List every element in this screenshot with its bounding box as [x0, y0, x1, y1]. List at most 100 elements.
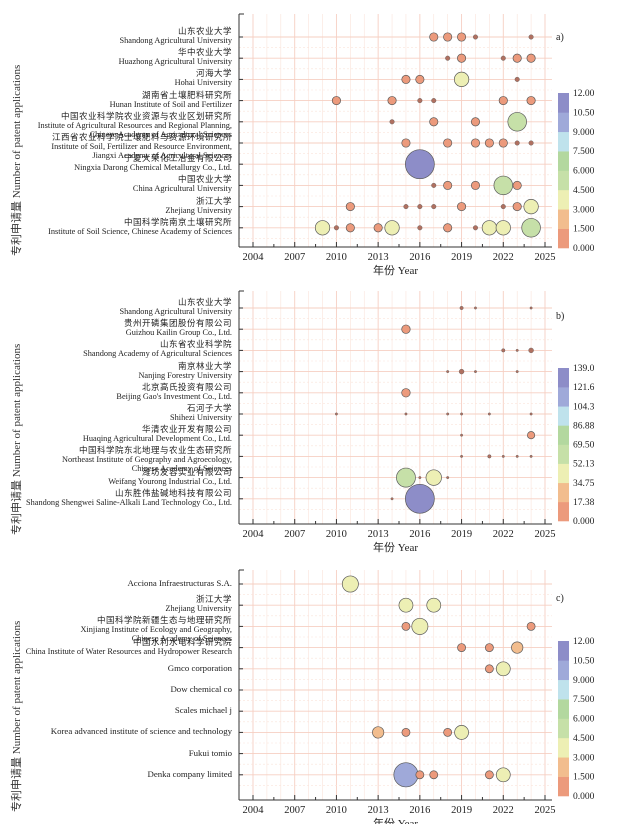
x-tick-label: 2013 — [368, 805, 389, 816]
colorbar-bin — [558, 660, 569, 681]
colorbar-bin — [558, 406, 569, 426]
bubble — [431, 98, 437, 104]
category-label: 宁夏大荣化工冶金有限公司 Ningxia Darong Chemical Meta… — [74, 153, 232, 173]
bubble — [515, 348, 519, 352]
category-label-en: Shihezi University — [170, 413, 232, 422]
category-label-cn: 中国农业科学院农业资源与农业区划研究所 — [60, 110, 232, 121]
bubble — [333, 225, 339, 231]
panel-label: b) — [556, 311, 564, 322]
colorbar-bin — [558, 151, 569, 171]
x-axis-title: 年份 Year — [373, 816, 418, 824]
bubble — [526, 96, 536, 106]
category-label-cn: 中国科学院东北地理与农业生态研究所 — [78, 445, 232, 456]
colorbar-tick-label: 10.50 — [573, 656, 595, 666]
colorbar-tick-label: 6.000 — [573, 715, 595, 725]
bubble — [484, 770, 494, 780]
x-tick-label: 2019 — [451, 805, 472, 816]
bubble — [404, 412, 408, 416]
colorbar-tick-label: 17.38 — [573, 498, 595, 508]
colorbar-bin — [558, 425, 569, 445]
bubble — [495, 661, 511, 677]
bubble — [415, 74, 425, 84]
bubble — [398, 597, 414, 613]
category-label-en: Shandong Agricultural University — [119, 307, 232, 316]
x-tick-label: 2019 — [451, 529, 472, 540]
bubble — [472, 34, 478, 40]
colorbar-tick-label: 3.000 — [573, 205, 595, 215]
colorbar-tick-label: 6.000 — [573, 167, 595, 177]
bubble — [443, 180, 453, 190]
bubble — [345, 223, 355, 233]
x-tick-label: 2016 — [409, 529, 430, 540]
category-label-cn: 河海大学 — [195, 68, 232, 79]
colorbar-bin — [558, 757, 569, 777]
bubble — [501, 454, 505, 458]
colorbar-tick-label: 52.13 — [573, 460, 595, 470]
bubble — [495, 220, 511, 236]
category-label: 浙江大学 Zhejiang University — [165, 594, 232, 614]
bubble — [498, 138, 508, 148]
category-label-cn: 中国科学院新疆生态与地理研究所 — [96, 615, 232, 626]
bubble — [528, 140, 534, 146]
grid — [238, 14, 552, 247]
bubble — [498, 96, 508, 106]
bubble — [431, 204, 437, 210]
bubble — [472, 225, 478, 231]
bubble — [372, 726, 385, 739]
category-label-en: Scales michael j — [174, 705, 232, 716]
category-label-cn: 华清农业开发有限公司 — [141, 424, 232, 435]
bubble — [527, 431, 536, 440]
bubble — [514, 140, 520, 146]
x-tick-label: 2016 — [409, 252, 430, 263]
category-label-en: Xinjiang Institute of Ecology and Geogra… — [80, 625, 232, 635]
colorbar-tick-label: 7.500 — [573, 147, 595, 157]
bubble — [523, 199, 539, 215]
bubble — [401, 324, 411, 334]
category-label-cn: 浙江大学 — [195, 594, 232, 605]
category-label-cn: 山东农业大学 — [177, 26, 232, 36]
colorbar-bin — [558, 699, 569, 719]
bubble — [512, 180, 522, 190]
bubble — [396, 467, 416, 488]
category-label-en: Shandong Shengwei Saline-Alkali Land Tec… — [26, 497, 232, 507]
category-label: Korea advanced institute of science and … — [51, 727, 232, 736]
bubble — [500, 204, 506, 210]
category-label-en: Chinese Academy of Sciences — [131, 464, 232, 474]
bubble — [431, 182, 437, 188]
category-label: Gmco corporation — [168, 663, 232, 673]
bubble — [384, 220, 400, 236]
bubble — [415, 770, 425, 780]
bubble — [401, 728, 411, 737]
category-label-cn: 石河子大学 — [186, 403, 232, 413]
category-label-cn: 宁夏大荣化工冶金有限公司 — [123, 153, 232, 164]
bubbles — [314, 32, 541, 238]
x-tick-label: 2016 — [409, 805, 430, 816]
bubble — [470, 117, 481, 127]
category-label-en: Zhejiang University — [165, 205, 232, 215]
bubble — [446, 412, 450, 416]
category-label: 河海大学 Hohai University — [175, 68, 232, 88]
category-label-cn: 浙江大学 — [195, 195, 232, 206]
bubbles — [341, 575, 536, 788]
bubble — [417, 225, 423, 231]
bubble — [514, 76, 520, 82]
category-label-en: Guizhou Kailin Group Co., Ltd. — [125, 328, 232, 338]
bubble — [373, 223, 383, 233]
category-label-en: Nanjing Forestry University — [138, 370, 232, 380]
panel-label: a) — [556, 32, 564, 43]
bubble — [528, 347, 534, 354]
panel-label: c) — [556, 593, 564, 604]
bubble — [401, 74, 411, 84]
category-label-en: China Agricultural University — [132, 184, 232, 194]
category-label: 中国农业科学院农业资源与农业区划研究所 Institute of Agricult… — [38, 110, 232, 139]
bubble — [459, 306, 464, 310]
colorbar-tick-label: 69.50 — [573, 441, 595, 451]
x-axis-title: 年份 Year — [373, 263, 418, 277]
bubble — [487, 412, 491, 416]
bubble — [443, 138, 453, 148]
bubble — [457, 32, 467, 42]
category-label-cn: 山东农业大学 — [177, 297, 232, 307]
bubble — [470, 180, 481, 190]
bubble — [511, 641, 524, 654]
x-axis-title: 年份 Year — [373, 540, 418, 554]
